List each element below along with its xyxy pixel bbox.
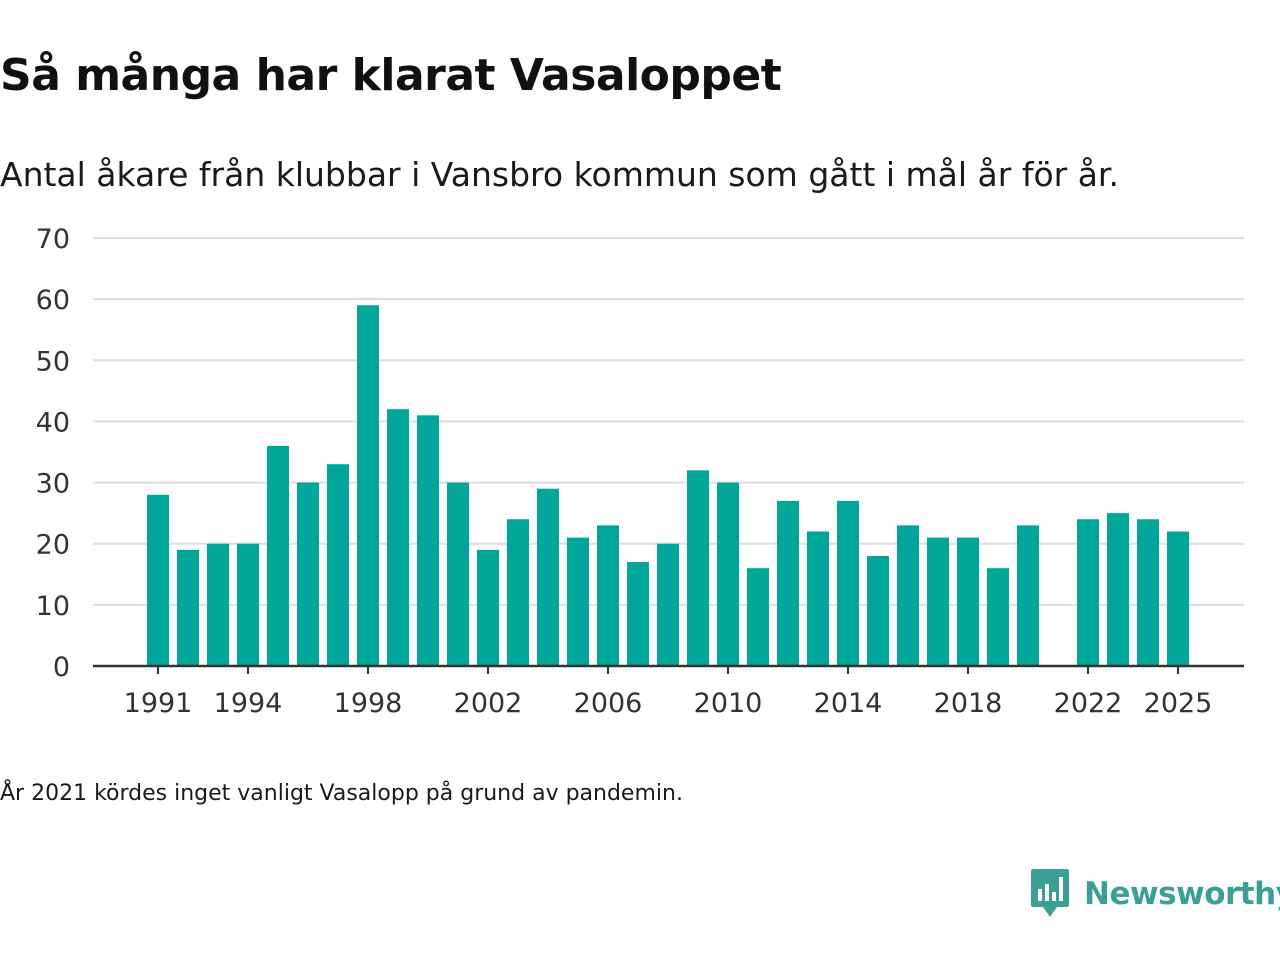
- bar-1994: [237, 543, 259, 666]
- footnote: År 2021 kördes inget vanligt Vasalopp på…: [0, 781, 683, 806]
- bar-2019: [987, 568, 1009, 666]
- y-tick-label-70: 70: [36, 224, 70, 255]
- bar-2001: [447, 482, 469, 666]
- y-tick-label-20: 20: [36, 530, 70, 561]
- bar-2007: [627, 562, 649, 666]
- y-tick-label-50: 50: [36, 346, 70, 377]
- bar-2011: [747, 568, 769, 666]
- bar-1999: [387, 409, 409, 666]
- y-tick-label-0: 0: [53, 652, 70, 683]
- bar-2013: [807, 531, 829, 666]
- bar-1991: [147, 494, 169, 666]
- newsworthy-logo[interactable]: Newsworthy: [1030, 866, 1280, 922]
- chart-title: Så många har klarat Vasaloppet: [0, 50, 782, 101]
- bar-2022: [1077, 519, 1099, 666]
- y-tick-label-30: 30: [36, 469, 70, 500]
- bar-2000: [417, 415, 439, 666]
- bar-1993: [207, 543, 229, 666]
- bar-2006: [597, 525, 619, 666]
- bars: [147, 305, 1189, 666]
- y-tick-label-60: 60: [36, 285, 70, 316]
- y-tick-label-40: 40: [36, 407, 70, 438]
- y-axis-ticks: 0 10 20 30 40 50 60 70: [36, 224, 70, 683]
- bar-2023: [1107, 513, 1129, 666]
- bar-1996: [297, 482, 319, 666]
- bar-2002: [477, 549, 499, 666]
- bar-chart: 0 10 20 30 40 50 60 70 1991 1994 1998 2002 2006 2010…: [36, 224, 1244, 719]
- bar-2017: [927, 537, 949, 666]
- y-tick-label-10: 10: [36, 591, 70, 622]
- x-tick-label-2022: 2022: [1054, 688, 1123, 719]
- x-tick-label-1994: 1994: [214, 688, 283, 719]
- bar-2025: [1167, 531, 1189, 666]
- x-tick-label-1998: 1998: [334, 688, 403, 719]
- bar-1995: [267, 445, 289, 666]
- x-tick-label-2010: 2010: [694, 688, 763, 719]
- x-tick-label-2002: 2002: [454, 688, 523, 719]
- chart-subtitle: Antal åkare från klubbar i Vansbro kommu…: [0, 155, 1119, 194]
- bar-2012: [777, 500, 799, 666]
- x-tick-label-1991: 1991: [124, 688, 193, 719]
- bar-2005: [567, 537, 589, 666]
- bar-2015: [867, 555, 889, 666]
- bar-2018: [957, 537, 979, 666]
- x-tick-label-2018: 2018: [934, 688, 1003, 719]
- bar-2016: [897, 525, 919, 666]
- x-tick-label-2006: 2006: [574, 688, 643, 719]
- bar-2024: [1137, 519, 1159, 666]
- newsworthy-logo-icon: [1031, 869, 1069, 917]
- bar-2010: [717, 482, 739, 666]
- bar-2020: [1017, 525, 1039, 666]
- bar-2014: [837, 500, 859, 666]
- bar-2003: [507, 519, 529, 666]
- x-tick-label-2014: 2014: [814, 688, 883, 719]
- bar-1998: [357, 305, 379, 666]
- newsworthy-logo-text: Newsworthy: [1084, 876, 1280, 912]
- x-tick-label-2025: 2025: [1144, 688, 1213, 719]
- bar-2004: [537, 488, 559, 666]
- bar-2008: [657, 543, 679, 666]
- x-axis-ticks: 1991 1994 1998 2002 2006 2010 2014 2018 2022 2025: [124, 666, 1213, 719]
- bar-2009: [687, 470, 709, 666]
- bar-1992: [177, 549, 199, 666]
- bar-1997: [327, 464, 349, 666]
